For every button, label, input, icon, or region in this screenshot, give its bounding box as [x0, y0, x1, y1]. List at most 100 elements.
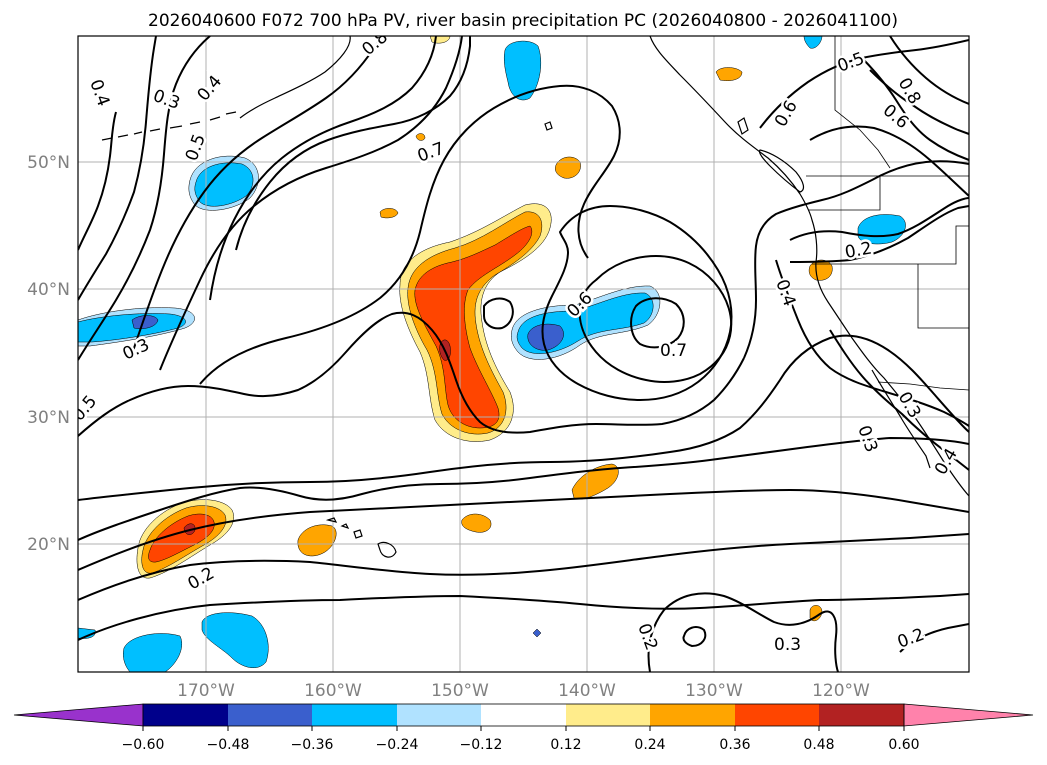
pv-contours [78, 36, 969, 672]
pv-contour-0.3-tropics [78, 436, 969, 541]
pv-contour-0.2-far-southeast [899, 623, 969, 653]
longitude-labels: 170°W 160°W 150°W 140°W 130°W 120°W [177, 681, 870, 701]
pv-contour-0.3-northwest [78, 36, 211, 361]
colorbar-extend-low [13, 703, 144, 727]
pv-contour-0.8-coast-inner [889, 36, 969, 105]
pv-contour-0.4-northwest [129, 36, 383, 361]
colorbar-tick-label: 0.60 [888, 737, 919, 753]
contour-label: 0.7 [660, 341, 687, 361]
pv-contour-0.3-loop-south [682, 626, 707, 648]
precip-positive-sw-redorange [148, 513, 215, 563]
lat-tick-label: 50°N [27, 153, 70, 173]
colorbar-tick-label: −0.24 [376, 737, 419, 753]
precip-negative-50n-168w [194, 162, 254, 207]
alaska-coast [239, 36, 351, 119]
pv-contour-0.5-northwest [159, 36, 463, 371]
haida-gwaii [737, 117, 749, 135]
colorbar-tick-label: −0.60 [122, 737, 165, 753]
colorbar-tick-label: 0.24 [634, 737, 665, 753]
colorbar-extend-high [903, 703, 1034, 727]
colorbar-tick-label: −0.12 [460, 737, 503, 753]
map-panel: 0.4 0.3 0.4 0.5 0.7 0.8 0.6 0.5 0.8 0.6 … [78, 36, 969, 672]
pv-contour-0.3-west-coast [789, 205, 969, 263]
colorbar-tick-label: 0.48 [803, 737, 834, 753]
lon-tick-label: 160°W [304, 681, 362, 701]
pv-contour-0.6-small-loop [483, 297, 514, 330]
precip-shading [78, 36, 906, 672]
contour-label: 0.3 [774, 635, 801, 655]
lon-tick-label: 140°W [558, 681, 616, 701]
colorbar: −0.60 −0.48 −0.36 −0.24 −0.12 0.12 0.24 … [13, 703, 1034, 753]
precip-negative-56n-144w [503, 40, 541, 101]
colorbar-segment [312, 704, 397, 726]
lon-tick-label: 130°W [685, 681, 743, 701]
pv-contour-0.2-southeast [647, 592, 839, 672]
lon-tick-label: 170°W [177, 681, 235, 701]
pv-contour-0.4-far-west [78, 36, 157, 301]
colorbar-frame [142, 703, 905, 727]
pv-contour-0.3-coast-south [829, 329, 969, 471]
precip-positive-blob-45n-156w [379, 208, 399, 219]
pv-contour-0.2-west-coast [789, 197, 969, 241]
pv-contour-0.6-central [541, 204, 733, 402]
precip-negative-13n-144w [532, 628, 542, 638]
pv-contour-0.3-far-west-lower [78, 111, 117, 251]
colorbar-segment [397, 704, 481, 726]
pv-contour-0.2-tropics [78, 488, 969, 571]
precip-positive-blob-20n-162w [297, 524, 337, 557]
pv-contour-0.5-alaska-inner [209, 36, 437, 301]
baja-california [871, 369, 931, 469]
pv-contour-0.5-west [78, 311, 745, 437]
lon-tick-label: 150°W [431, 681, 489, 701]
precip-positive-central-redorange [414, 225, 533, 429]
map-frame [77, 35, 970, 673]
precip-negative-12n-167w [201, 612, 269, 669]
pv-contour-0.2-southern [78, 533, 969, 601]
oregon-california-border [812, 225, 969, 265]
colorbar-segment [228, 704, 312, 726]
hawaii-islands [325, 517, 397, 558]
colorbar-segment [566, 704, 650, 726]
pv-contour-0.5-inner [743, 160, 969, 359]
colorbar-segment [819, 704, 904, 726]
precip-negative-12n-173w [123, 633, 182, 672]
pv-contour-0.6-alaska [235, 36, 471, 251]
precip-negative-top-133w [803, 36, 823, 49]
lat-tick-label: 30°N [27, 408, 70, 428]
colorbar-segment [735, 704, 819, 726]
us-mexico-border [877, 381, 969, 391]
pv-contour-0.7-central [578, 254, 733, 383]
aleutian-islands-west [101, 128, 161, 141]
lon-tick-label: 120°W [812, 681, 870, 701]
pv-contour-0.6-northeast [809, 125, 969, 197]
colorbar-segment [481, 704, 566, 726]
colorbar-tick-label: −0.36 [291, 737, 334, 753]
pv-contour-0.6-northeast-loop [859, 55, 969, 161]
pv-contour-0.3-southern [78, 593, 969, 641]
figure-title: 2026040600 F072 700 hPa PV, river basin … [148, 11, 898, 31]
colorbar-tick-label: −0.48 [207, 737, 250, 753]
vancouver-island-coast [758, 149, 805, 193]
pv-contour-0.4-coast-south [775, 259, 969, 427]
alaska-canada-border [834, 36, 891, 169]
colorbar-tick-label: 0.36 [719, 737, 750, 753]
aleutian-islands-east [169, 111, 237, 129]
washington-oregon-border [808, 176, 881, 211]
pv-contour-0.4-tropics [78, 334, 969, 501]
political-borders [806, 36, 969, 391]
latitude-labels: 50°N 40°N 30°N 20°N [27, 153, 70, 555]
precip-negative-38n-177w [78, 313, 186, 343]
pv-contour-0.7-north-arc [199, 84, 621, 385]
precip-negative-38n-177w-mid [131, 315, 159, 329]
island-46n-143w [544, 121, 553, 131]
colorbar-tick-labels: −0.60 −0.48 −0.36 −0.24 −0.12 0.12 0.24 … [122, 737, 920, 753]
nevada-border [917, 264, 969, 329]
lat-tick-label: 20°N [27, 535, 70, 555]
colorbar-segment [143, 704, 228, 726]
precip-positive-blob-52n-156w [415, 133, 426, 141]
pv-contour-0.7-loop-east [630, 297, 685, 349]
colorbar-tick-label: 0.12 [550, 737, 581, 753]
lat-tick-label: 40°N [27, 280, 70, 300]
precip-negative-38n-142w-mid [527, 323, 564, 351]
